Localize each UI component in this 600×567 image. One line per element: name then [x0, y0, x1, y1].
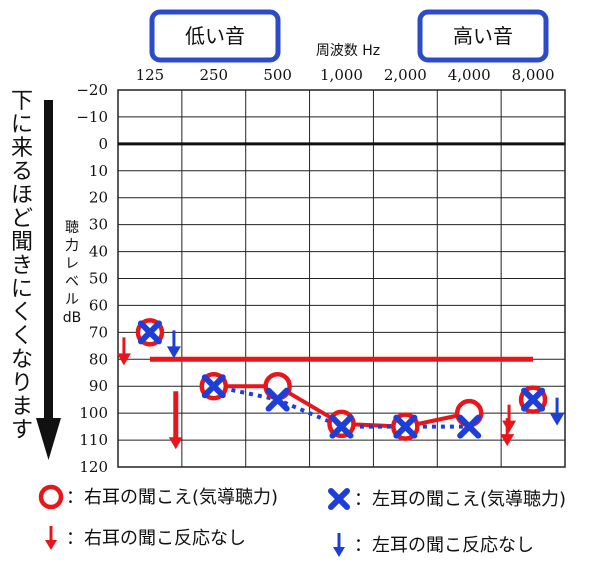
left-no-response-arrow — [550, 397, 565, 426]
y-tick-label: 20 — [89, 189, 108, 207]
x-tick-label: 500 — [263, 66, 292, 84]
left-ear-marker — [393, 414, 418, 439]
y-tick-label: 80 — [89, 350, 108, 368]
legend-label: ：左耳の聞こ反応なし — [354, 535, 534, 556]
y-tick-label: 50 — [89, 270, 108, 288]
right-no-response-arrow — [168, 391, 183, 450]
y-axis-title-char: 力 — [65, 238, 79, 254]
x-tick-label: 8,000 — [512, 66, 555, 84]
red-arrow-icon — [45, 526, 57, 550]
left-ear-marker — [521, 387, 546, 412]
y-tick-label: 0 — [98, 135, 108, 153]
high-sound-pill: 高い音 — [417, 9, 549, 63]
series-markers — [135, 318, 548, 441]
x-tick-label: 125 — [136, 66, 165, 84]
blue-arrow-icon — [333, 533, 345, 557]
legend: ：右耳の聞こえ(気導聴力) ：左耳の聞こえ(気導聴力) ：右耳の聞こ反応なし ：左耳の… — [38, 484, 566, 557]
left-ear-marker — [457, 414, 482, 439]
y-axis-title-char: ベ — [65, 274, 79, 290]
no-response-arrows — [116, 330, 565, 450]
y-tick-label: 110 — [79, 431, 108, 449]
y-tick-labels: −20 −10 0 10 20 30 40 50 60 70 80 90 100 110 120 — [76, 81, 108, 476]
y-tick-label: 60 — [89, 296, 108, 314]
legend-item-red-arrow: ：右耳の聞こ反応なし — [45, 526, 246, 550]
y-axis-title-char: レ — [65, 256, 79, 272]
legend-circle-icon — [38, 484, 64, 510]
y-tick-label: −10 — [76, 108, 108, 126]
x-tick-labels: 125 250 500 1,000 2,000 4,000 8,000 — [136, 66, 555, 84]
y-tick-label: −20 — [76, 81, 108, 99]
side-note-text: 下に来るほど聞きにくくなります — [11, 89, 33, 443]
y-tick-label: 90 — [89, 377, 108, 395]
side-note: 下に来るほど聞きにくくなります — [11, 89, 61, 460]
y-tick-label: 120 — [79, 458, 108, 476]
x-axis-title: 周波数 Hz — [316, 43, 380, 59]
x-tick-label: 250 — [199, 66, 228, 84]
grid — [117, 89, 566, 468]
y-tick-label: 10 — [89, 162, 108, 180]
y-tick-label: 30 — [89, 216, 108, 234]
y-tick-label: 70 — [89, 323, 108, 341]
legend-item-blue-arrow: ：左耳の聞こ反応なし — [333, 533, 534, 557]
side-arrow-head — [36, 418, 61, 460]
legend-cross-icon — [328, 488, 350, 510]
y-axis-title-char: ル — [65, 292, 79, 308]
side-arrow-shaft — [44, 100, 53, 418]
legend-label: ：左耳の聞こえ(気導聴力) — [354, 489, 566, 510]
y-tick-label: 100 — [79, 404, 108, 422]
right-no-response-arrow — [116, 337, 131, 366]
left-ear-marker — [265, 387, 290, 412]
low-sound-pill: 低い音 — [149, 9, 281, 63]
low-sound-label: 低い音 — [185, 24, 245, 48]
left-ear-marker — [201, 374, 226, 399]
left-no-response-arrow — [166, 330, 181, 359]
x-tick-label: 1,000 — [320, 66, 363, 84]
y-axis-title-char: dB — [63, 310, 82, 326]
left-ear-marker — [137, 320, 162, 345]
x-tick-label: 2,000 — [384, 66, 427, 84]
high-sound-label: 高い音 — [453, 24, 513, 48]
legend-label: ：右耳の聞こ反応なし — [66, 528, 246, 549]
y-tick-label: 40 — [89, 243, 108, 261]
y-axis-title-char: 聴 — [65, 220, 79, 236]
x-tick-label: 4,000 — [448, 66, 491, 84]
legend-label: ：右耳の聞こえ(気導聴力) — [66, 487, 278, 508]
right-no-response-arrow — [502, 404, 517, 433]
legend-item-circle: ：右耳の聞こえ(気導聴力) — [38, 484, 278, 510]
left-ear-line — [213, 384, 470, 429]
left-ear-marker — [329, 414, 354, 439]
legend-item-cross: ：左耳の聞こえ(気導聴力) — [328, 488, 566, 510]
